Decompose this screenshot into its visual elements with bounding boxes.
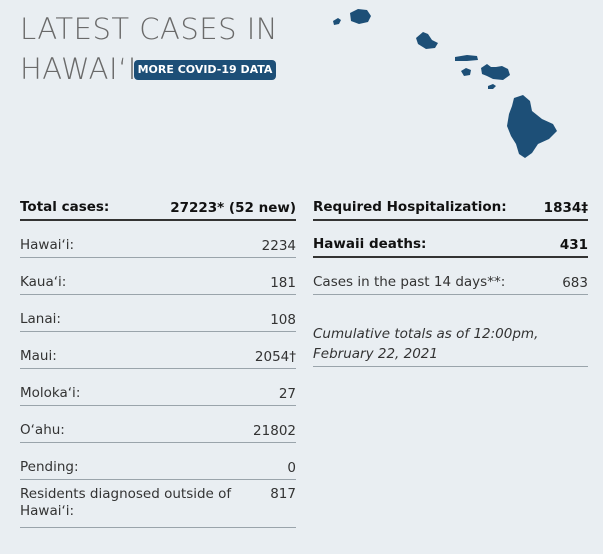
row-label: Kauaʻi:: [20, 274, 67, 290]
row-label: Pending:: [20, 459, 79, 475]
table-row: Hawaiʻi: 2234: [20, 227, 296, 258]
row-label: Molokaʻi:: [20, 385, 81, 401]
row-label: Hawaii deaths:: [313, 236, 427, 252]
row-label: Cases in the past 14 days**:: [313, 274, 506, 290]
table-row: Total cases: 27223* (52 new): [20, 190, 296, 221]
table-row: Molokaʻi: 27: [20, 375, 296, 406]
note: Cumulative totals as of 12:00pm, Februar…: [313, 324, 588, 367]
row-label: Maui:: [20, 348, 57, 364]
row-value: 27223* (52 new): [170, 200, 296, 216]
row-value: 2234: [261, 238, 296, 254]
table-row: Residents diagnosed outside of Hawaiʻi: 8…: [20, 486, 296, 528]
title-line: LATEST CASES IN: [20, 12, 278, 46]
table-row: Pending: 0: [20, 449, 296, 480]
table-row: Oʻahu: 21802: [20, 412, 296, 443]
table-row: Lanai: 108: [20, 301, 296, 332]
table-row: Hawaii deaths: 431: [313, 227, 588, 258]
table-row: Cases in the past 14 days**: 683: [313, 264, 588, 295]
row-label: Required Hospitalization:: [313, 199, 507, 215]
table-row: Required Hospitalization: 1834‡: [313, 190, 588, 221]
row-value: 27: [278, 386, 296, 402]
row-value: 108: [270, 312, 296, 328]
row-value: 683: [562, 275, 588, 291]
row-value: 2054†: [254, 349, 296, 365]
row-value: 431: [559, 237, 588, 253]
table-row: Kauaʻi: 181: [20, 264, 296, 295]
row-value: 0: [287, 460, 296, 476]
row-label: Residents diagnosed outside of Hawaiʻi:: [20, 486, 232, 519]
row-value: 21802: [253, 423, 296, 439]
row-label: Total cases:: [20, 199, 110, 215]
more-data-button[interactable]: MORE COVID-19 DATA: [134, 60, 276, 80]
row-label: Oʻahu:: [20, 422, 65, 438]
row-label: Hawaiʻi:: [20, 237, 75, 253]
row-value: 181: [270, 275, 296, 291]
title-line: HAWAIʻI: [20, 52, 137, 86]
island-map: [333, 9, 557, 158]
table-row: Maui: 2054†: [20, 338, 296, 369]
row-label: Lanai:: [20, 311, 61, 327]
row-value: 817: [270, 486, 296, 502]
row-value: 1834‡: [543, 200, 588, 216]
